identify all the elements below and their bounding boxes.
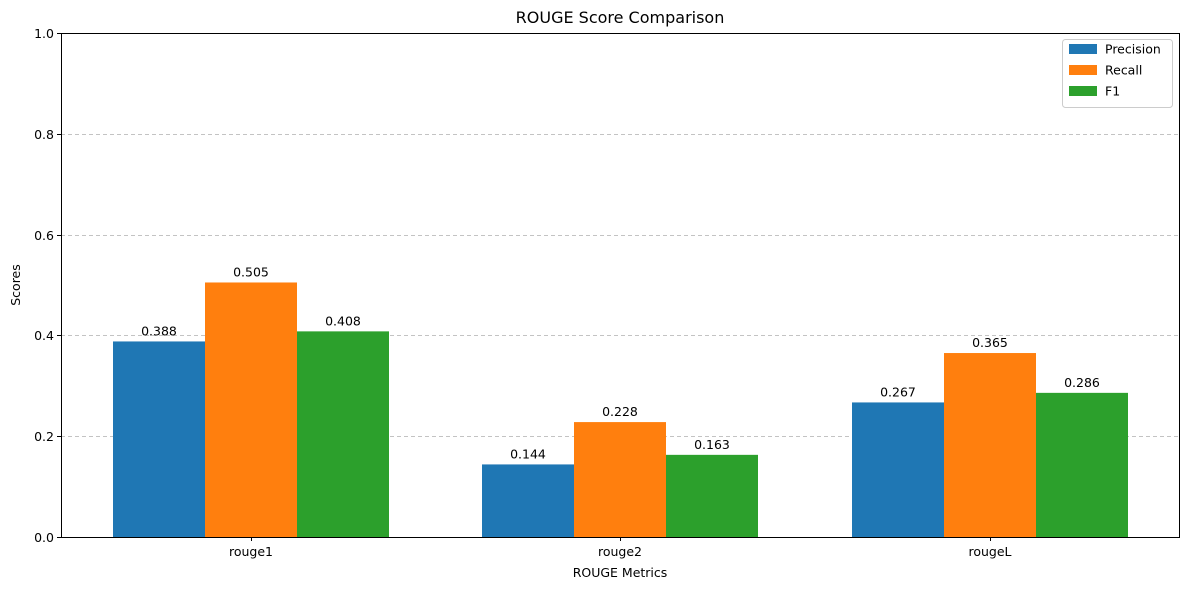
bar-value-label: 0.228 <box>602 404 638 419</box>
legend-swatch-precision <box>1069 44 1097 54</box>
x-tick-label: rouge1 <box>229 544 273 559</box>
bars <box>113 282 1128 537</box>
bar-recall-rouge1 <box>205 282 297 537</box>
bar-f1-rougeL <box>1036 392 1128 537</box>
legend: Precision Recall F1 <box>1062 39 1173 108</box>
bar-f1-rouge2 <box>666 454 758 537</box>
bar-precision-rouge1 <box>113 341 205 537</box>
data-labels: 0.388 0.144 0.267 0.505 0.228 0.365 0.408 0.163… <box>141 264 1100 461</box>
legend-label-recall: Recall <box>1105 63 1142 78</box>
bar-precision-rougeL <box>852 402 944 537</box>
bar-value-label: 0.408 <box>325 313 361 328</box>
bar-value-label: 0.163 <box>694 437 730 452</box>
bar-value-label: 0.286 <box>1064 375 1100 390</box>
y-tick-label: 0.0 <box>34 530 54 545</box>
bar-f1-rouge1 <box>297 331 389 537</box>
bar-value-label: 0.505 <box>233 264 269 279</box>
y-tick-label: 0.2 <box>34 429 54 444</box>
y-tick-label: 0.4 <box>34 328 54 343</box>
y-tick-label: 0.8 <box>34 127 54 142</box>
axes: 0.0 0.2 0.4 0.6 0.8 1.0 rouge1 rouge2 rougeL <box>34 26 1011 559</box>
x-axis-label: ROUGE Metrics <box>573 565 668 580</box>
y-axis-label: Scores <box>8 264 23 306</box>
bar-value-label: 0.388 <box>141 323 177 338</box>
y-tick-label: 0.6 <box>34 228 54 243</box>
legend-swatch-f1 <box>1069 86 1097 96</box>
bar-recall-rougeL <box>944 353 1036 537</box>
bar-precision-rouge2 <box>482 464 574 537</box>
x-tick-label: rougeL <box>968 544 1011 559</box>
bar-recall-rouge2 <box>574 422 666 537</box>
bar-value-label: 0.365 <box>972 335 1008 350</box>
y-tick-label: 1.0 <box>34 26 54 41</box>
bar-value-label: 0.144 <box>510 446 546 461</box>
bar-value-label: 0.267 <box>880 384 916 399</box>
chart-title: ROUGE Score Comparison <box>516 8 725 27</box>
legend-label-precision: Precision <box>1105 42 1161 57</box>
legend-swatch-recall <box>1069 65 1097 75</box>
x-tick-label: rouge2 <box>598 544 642 559</box>
legend-label-f1: F1 <box>1105 84 1120 99</box>
